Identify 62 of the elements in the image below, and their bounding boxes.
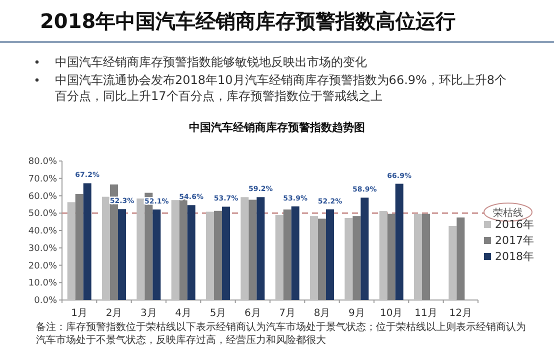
bar [118, 209, 126, 300]
bar [248, 200, 257, 300]
bar [222, 206, 230, 300]
x-tick-label: 8月 [314, 308, 330, 319]
bar [206, 212, 214, 300]
x-tick-label: 6月 [244, 308, 261, 319]
bar [171, 200, 180, 300]
bar [291, 206, 300, 300]
bar [67, 202, 76, 300]
bar [387, 214, 396, 300]
bar [448, 226, 457, 300]
x-tick-label: 12月 [449, 308, 472, 319]
bar [414, 214, 422, 300]
x-tick-label: 3月 [140, 308, 157, 319]
bar [456, 217, 465, 300]
bar [422, 214, 430, 300]
y-tick-label: 0.0% [34, 296, 58, 306]
x-tick-label: 11月 [414, 308, 438, 319]
chart-title: 2018年中国汽车经销商库存预警指数高位运行 [40, 9, 456, 33]
x-tick-label: 4月 [175, 308, 192, 319]
y-tick-label: 10.0% [28, 278, 58, 289]
bar [326, 209, 334, 300]
x-tick-label: 5月 [210, 308, 226, 319]
x-tick-label: 2月 [106, 308, 122, 319]
bar [214, 210, 222, 300]
y-tick-label: 40.0% [28, 226, 58, 236]
bar [256, 197, 265, 300]
bar [179, 198, 188, 300]
x-tick-label: 9月 [348, 308, 365, 319]
x-tick-label: 1月 [71, 308, 88, 319]
legend-label: 2018年 [495, 250, 534, 263]
y-tick-label: 80.0% [28, 157, 58, 167]
bar [310, 216, 318, 300]
bar [283, 209, 292, 300]
bar [395, 184, 404, 300]
text: 备注：库存预警指数位于荣枯线以下表示经销商认为汽车市场处于景气状态；位于荣枯线以上则表示经销商认为汽车市场处于不景气状态，反映库存过高，经营压力和风险都很大 [36, 321, 526, 346]
bar [318, 218, 326, 300]
bar [352, 216, 361, 300]
chart-subtitle: 中国汽车经销商库存预警指数趋势图 [189, 121, 365, 134]
text: 中国汽车经销商库存预警指数能够敏锐地反映出市场的变化 [55, 55, 367, 69]
legend-label: 2017年 [495, 234, 534, 247]
bar [360, 198, 369, 300]
bar [75, 194, 84, 300]
x-tick-label: 7月 [279, 308, 296, 319]
bar [136, 198, 145, 300]
y-tick-label: 20.0% [28, 261, 58, 272]
bar [344, 218, 353, 300]
legend-label: 2016年 [495, 218, 534, 231]
y-tick-label: 60.0% [28, 192, 58, 202]
text: 中国汽车流通协会发布2018年10月汽车经销商库存预警指数为66.9%，环比上升8个百分点，同比上升17个百分点，库存预警指数位于警戒线之上 [55, 73, 507, 103]
bar [152, 209, 161, 300]
bar [275, 215, 284, 300]
bar [240, 197, 249, 300]
ref-line-label: 荣枯线 [493, 207, 523, 220]
x-tick-label: 10月 [380, 308, 403, 319]
bar [379, 211, 388, 300]
bar [102, 196, 110, 300]
y-tick-label: 50.0% [28, 209, 58, 220]
bar [187, 205, 196, 300]
bar [83, 183, 92, 300]
y-tick-label: 30.0% [28, 244, 58, 254]
y-tick-label: 70.0% [28, 174, 58, 184]
